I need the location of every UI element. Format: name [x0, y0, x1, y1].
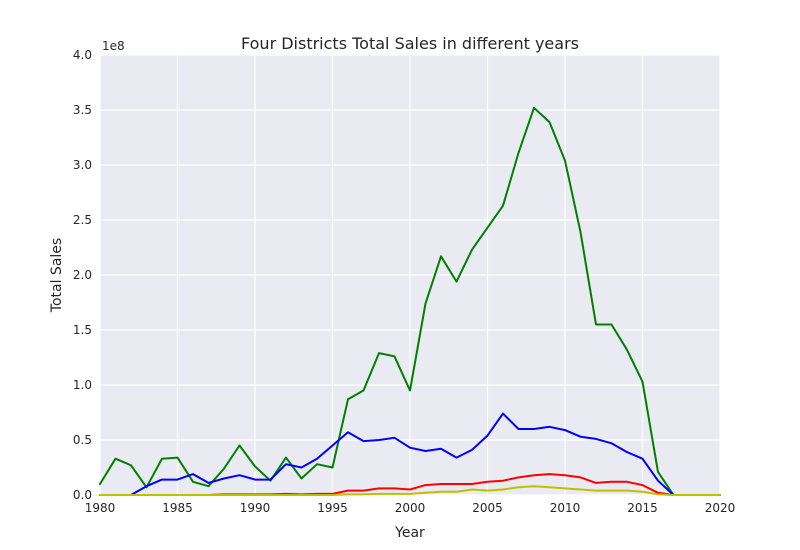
- y-tick-label: 3.5: [73, 103, 92, 117]
- x-tick-label: 1995: [317, 501, 348, 515]
- x-tick-label: 2020: [705, 501, 736, 515]
- x-tick-label: 1980: [85, 501, 116, 515]
- series-lines: [99, 106, 721, 496]
- y-axis-label: Total Sales: [49, 238, 65, 313]
- series-line-2: [99, 412, 721, 496]
- x-tick-label: 2010: [550, 501, 581, 515]
- x-tick-label: 2015: [627, 501, 658, 515]
- y-axis-ticks: 0.0 0.5 1.0 1.5 2.0 2.5 3.0 3.5 4.0: [73, 48, 92, 502]
- x-tick-label: 1985: [162, 501, 193, 515]
- y-tick-label: 1.0: [73, 378, 92, 392]
- series-line-4: [99, 485, 721, 496]
- y-tick-label: 0.0: [73, 488, 92, 502]
- y-tick-label: 3.0: [73, 158, 92, 172]
- y-axis-offset-label: 1e8: [102, 39, 125, 53]
- y-tick-label: 2.5: [73, 213, 92, 227]
- x-axis-label: Year: [394, 525, 425, 541]
- y-tick-label: 1.5: [73, 323, 92, 337]
- x-tick-label: 2005: [472, 501, 503, 515]
- y-tick-label: 2.0: [73, 268, 92, 282]
- y-tick-label: 4.0: [73, 48, 92, 62]
- x-tick-label: 1990: [240, 501, 271, 515]
- grid-lines: [99, 54, 721, 496]
- x-axis-ticks: 1980 1985 1990 1995 2000 2005 2010 2015 2020: [85, 501, 736, 515]
- x-tick-label: 2000: [395, 501, 426, 515]
- series-line-1: [99, 106, 721, 496]
- y-tick-label: 0.5: [73, 433, 92, 447]
- chart-title: Four Districts Total Sales in different …: [241, 34, 579, 53]
